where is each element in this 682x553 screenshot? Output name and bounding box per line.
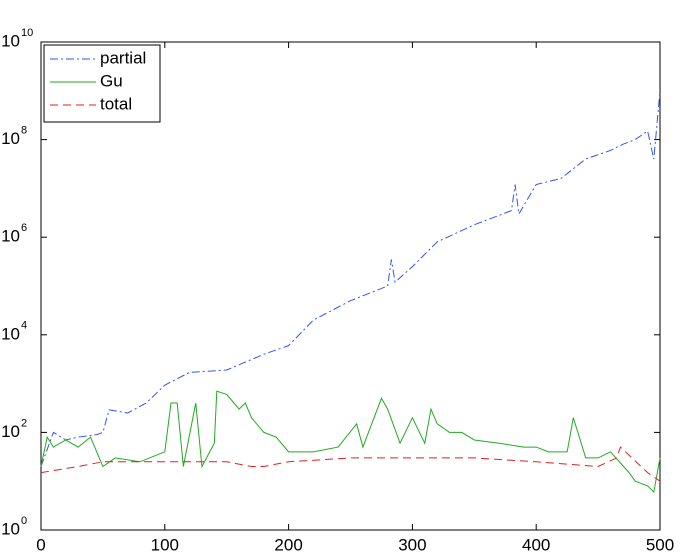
legend-label: Gu — [100, 71, 123, 90]
plot-area — [40, 41, 661, 531]
x-tick-label: 0 — [36, 535, 45, 553]
x-tick-label: 200 — [274, 535, 302, 553]
y-tick-label: 10 — [1, 422, 20, 441]
legend-label: partial — [100, 48, 146, 67]
series-line — [40, 90, 661, 467]
legend-box — [43, 44, 161, 123]
y-tick-exponent: 0 — [21, 515, 27, 527]
x-tick-label: 500 — [646, 535, 674, 553]
y-tick-exponent: 6 — [21, 222, 27, 234]
series-line — [40, 446, 661, 482]
y-tick-label: 10 — [1, 227, 20, 246]
series-line — [40, 390, 661, 494]
x-tick-label: 400 — [522, 535, 550, 553]
y-tick-exponent: 2 — [21, 417, 27, 429]
y-tick-label: 10 — [1, 324, 20, 343]
y-tick-label: 10 — [1, 519, 20, 538]
y-tick-exponent: 4 — [21, 320, 27, 332]
y-tick-exponent: 8 — [21, 125, 27, 137]
y-tick-label: 10 — [1, 129, 20, 148]
legend-label: total — [100, 94, 132, 113]
x-tick-label: 100 — [151, 535, 179, 553]
y-tick-label: 10 — [1, 31, 20, 50]
x-tick-label: 300 — [398, 535, 426, 553]
y-tick-exponent: 10 — [21, 27, 33, 39]
